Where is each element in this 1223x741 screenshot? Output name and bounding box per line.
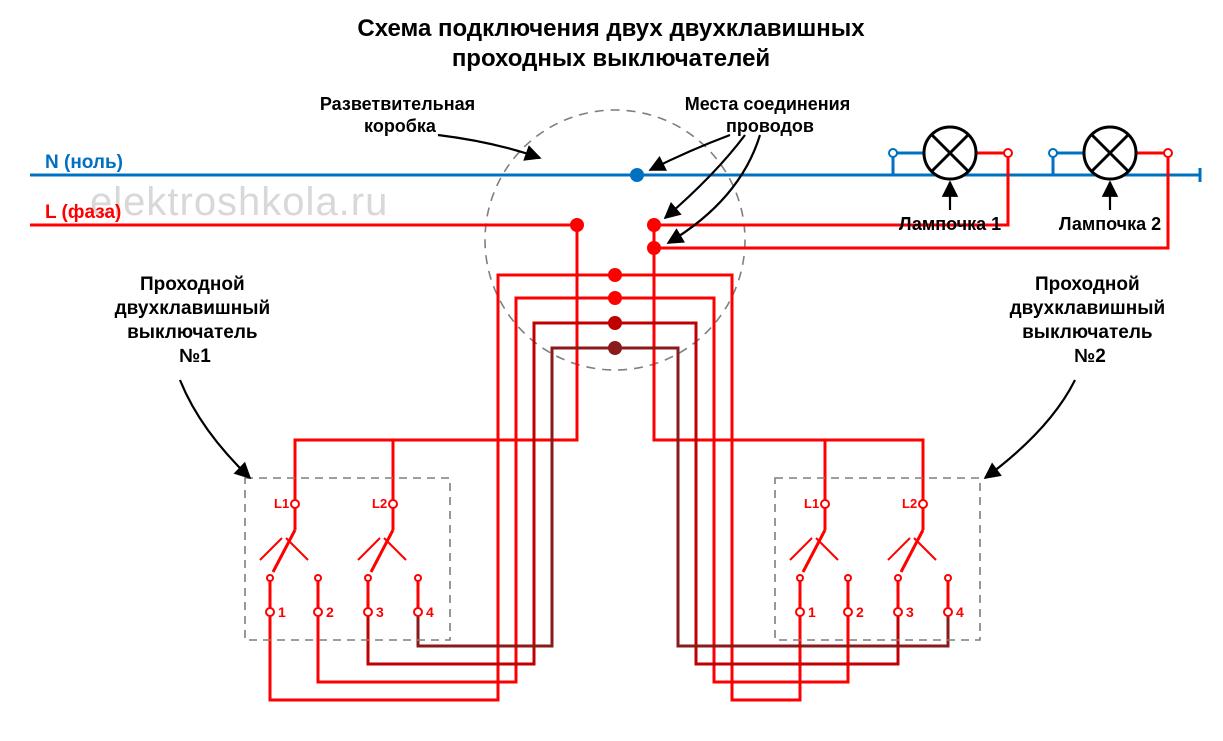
diagram-svg: Схема подключения двух двухклавишных про… — [0, 0, 1223, 741]
switch-2-internals — [790, 504, 948, 612]
title-line1: Схема подключения двух двухклавишных — [357, 15, 865, 42]
lamp-1 — [924, 127, 976, 179]
svg-text:1: 1 — [808, 604, 816, 620]
svg-text:L1: L1 — [804, 496, 819, 511]
lamp1-label: Лампочка 1 — [899, 214, 1001, 234]
svg-text:2: 2 — [326, 604, 334, 620]
svg-text:1: 1 — [278, 604, 286, 620]
svg-text:3: 3 — [376, 604, 384, 620]
switch-1-internals — [260, 504, 418, 612]
lamp2-label: Лампочка 2 — [1059, 214, 1161, 234]
switch-2-label: Проходной двухклавишный выключатель №2 — [1010, 274, 1171, 367]
title-line2: проходных выключателей — [452, 45, 770, 72]
neutral-label: N (ноль) — [45, 152, 123, 173]
svg-text:2: 2 — [856, 604, 864, 620]
lamp-2 — [1084, 127, 1136, 179]
switch-1-label: Проходной двухклавишный выключатель №1 — [115, 274, 276, 367]
svg-text:L1: L1 — [274, 496, 289, 511]
wire-join-label: Места соединения проводов — [685, 94, 855, 136]
svg-text:L2: L2 — [902, 496, 917, 511]
phase-label: L (фаза) — [45, 202, 121, 223]
svg-text:4: 4 — [426, 604, 434, 620]
junction-label: Разветвительная коробка — [320, 94, 480, 136]
svg-text:4: 4 — [956, 604, 964, 620]
svg-text:3: 3 — [906, 604, 914, 620]
svg-text:L2: L2 — [372, 496, 387, 511]
junction-circle — [485, 110, 745, 370]
